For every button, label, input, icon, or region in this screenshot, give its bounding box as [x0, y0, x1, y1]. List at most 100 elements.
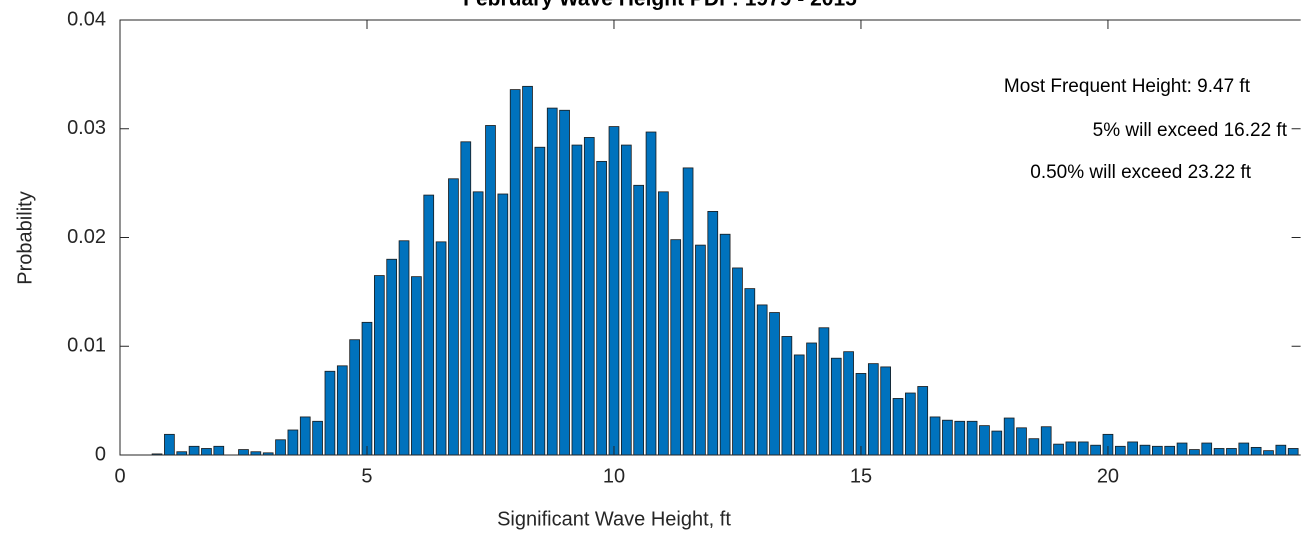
- bar: [164, 433, 175, 456]
- bar: [966, 420, 978, 456]
- bar: [201, 448, 212, 456]
- bar: [633, 184, 645, 456]
- x-tick-label: 15: [850, 465, 872, 487]
- bar: [979, 425, 990, 456]
- bar: [707, 210, 719, 456]
- bar: [781, 336, 793, 456]
- annotation: Most Frequent Height: 9.47 ft: [1004, 76, 1251, 97]
- bar: [818, 327, 830, 456]
- bar: [1189, 449, 1200, 456]
- bar: [485, 125, 496, 456]
- bar: [1263, 450, 1274, 456]
- bar: [608, 126, 620, 456]
- bar: [1213, 448, 1225, 456]
- bar: [596, 160, 607, 456]
- bar: [546, 107, 558, 456]
- bar: [188, 445, 200, 456]
- bar: [398, 240, 410, 456]
- bar: [917, 386, 929, 456]
- bar: [620, 144, 632, 456]
- bar: [892, 398, 904, 456]
- y-tick-label: 0: [95, 443, 106, 465]
- bar: [373, 275, 385, 456]
- bar: [287, 429, 299, 456]
- bar: [855, 373, 867, 456]
- bar: [1016, 427, 1027, 456]
- bar: [1077, 441, 1089, 456]
- bar: [1164, 445, 1176, 456]
- bar: [497, 193, 509, 456]
- bar: [695, 244, 706, 456]
- bar: [1226, 448, 1237, 456]
- bar: [991, 430, 1003, 456]
- bar: [423, 194, 435, 456]
- bar: [583, 137, 595, 456]
- bar: [1287, 448, 1299, 456]
- bar: [880, 366, 892, 456]
- bar: [349, 339, 360, 456]
- bar: [867, 363, 879, 456]
- bar: [942, 419, 953, 456]
- bar: [386, 258, 398, 456]
- bar: [1127, 441, 1138, 456]
- x-tick-label: 0: [114, 465, 125, 487]
- bar: [843, 351, 854, 456]
- annotation: 0.50% will exceed 23.22 ft: [1030, 162, 1251, 183]
- bar: [411, 276, 422, 456]
- bar: [472, 191, 484, 456]
- bar: [534, 146, 546, 456]
- bar: [361, 321, 373, 456]
- y-tick-label: 0.02: [67, 226, 106, 248]
- bar: [806, 342, 817, 456]
- x-axis-label: Significant Wave Height, ft: [497, 508, 731, 530]
- y-tick-label: 0.04: [67, 8, 106, 30]
- bar: [522, 85, 533, 456]
- bar: [324, 370, 336, 456]
- y-axis-label: Probability: [14, 191, 36, 284]
- bar: [929, 416, 941, 456]
- bar: [645, 131, 657, 456]
- bar: [571, 144, 583, 456]
- bar: [719, 233, 731, 456]
- bar: [954, 420, 966, 456]
- bar: [1040, 426, 1052, 456]
- annotation: 5% will exceed 16.22 ft: [1093, 120, 1288, 141]
- bar: [744, 288, 756, 456]
- bar: [1238, 442, 1250, 456]
- bar: [238, 449, 249, 456]
- y-tick-label: 0.03: [67, 117, 106, 139]
- bar: [1003, 417, 1015, 456]
- bar: [1065, 441, 1077, 456]
- bar: [905, 392, 916, 456]
- bar: [1114, 445, 1126, 456]
- bar: [1152, 445, 1163, 456]
- x-tick-label: 5: [361, 465, 372, 487]
- y-tick-label: 0.01: [67, 335, 106, 357]
- bar: [658, 191, 669, 456]
- bar: [460, 141, 472, 456]
- bar: [769, 312, 780, 456]
- bar: [559, 109, 570, 456]
- bar: [299, 416, 311, 456]
- bar: [682, 167, 694, 456]
- bar: [1275, 444, 1287, 456]
- bar: [830, 357, 842, 456]
- x-tick-label: 20: [1097, 465, 1119, 487]
- bar: [670, 239, 682, 456]
- bar: [1201, 442, 1213, 456]
- bar: [1053, 443, 1064, 456]
- bar: [732, 267, 743, 456]
- bar: [448, 178, 459, 456]
- bar: [509, 89, 521, 456]
- bar: [1028, 438, 1040, 456]
- bar: [1139, 444, 1151, 456]
- bar: [1176, 442, 1188, 456]
- bar: [275, 439, 286, 456]
- bar: [312, 420, 323, 456]
- bar: [336, 365, 348, 456]
- chart-title: February Wave Height PDF: 1979 - 2015: [463, 0, 857, 11]
- bar: [756, 304, 768, 456]
- bar: [435, 241, 447, 456]
- bar: [213, 445, 225, 456]
